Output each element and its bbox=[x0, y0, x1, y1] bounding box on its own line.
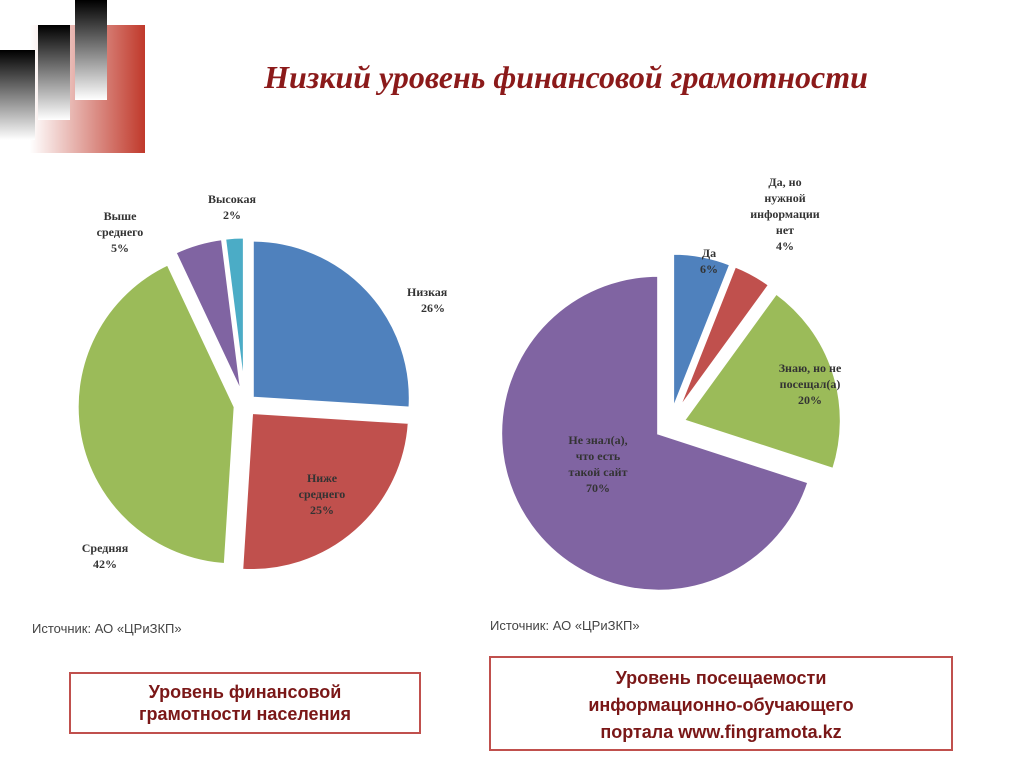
slice-label: Средняя bbox=[82, 541, 129, 555]
pie-slice bbox=[172, 236, 244, 397]
pie-slice bbox=[222, 235, 246, 396]
slice-value: 26% bbox=[421, 301, 445, 315]
slice-value: 20% bbox=[798, 393, 822, 407]
caption-box bbox=[69, 672, 421, 734]
slice-value: 25% bbox=[310, 503, 334, 517]
slice-label: Выше среднего bbox=[97, 209, 144, 239]
slide-title: Низкий уровень финансовой грамотности bbox=[263, 59, 868, 95]
slice-label: Не знал(а), что есть такой сайт bbox=[568, 433, 627, 479]
pie-slice bbox=[250, 238, 412, 410]
slice-label: Да, но нужной информации нет bbox=[750, 175, 820, 237]
pie-slice bbox=[671, 251, 733, 412]
pie-slice bbox=[680, 290, 843, 472]
pie-slice bbox=[675, 263, 772, 414]
slice-value: 42% bbox=[93, 557, 117, 571]
slice-value: 6% bbox=[700, 262, 718, 276]
slice-value: 5% bbox=[111, 241, 129, 255]
slice-label: Низкая bbox=[407, 285, 448, 299]
slice-value: 70% bbox=[586, 481, 610, 495]
caption-box bbox=[489, 656, 953, 751]
logo bbox=[0, 0, 145, 153]
caption: Уровень финансовой грамотности населения bbox=[139, 682, 351, 724]
pie-slice bbox=[499, 273, 811, 593]
slice-label: Высокая bbox=[208, 192, 256, 206]
slice-label: Ниже среднего bbox=[299, 471, 346, 501]
slice-label: Да bbox=[702, 246, 716, 260]
pie-slice bbox=[75, 261, 237, 567]
caption: Уровень посещаемости информационно-обучаю… bbox=[588, 668, 853, 742]
slice-value: 2% bbox=[223, 208, 241, 222]
slice-label: Знаю, но не посещал(а) bbox=[779, 361, 842, 391]
source-note: Источник: АО «ЦРиЗКП» bbox=[490, 618, 640, 633]
source-note: Источник: АО «ЦРиЗКП» bbox=[32, 621, 182, 636]
slice-value: 4% bbox=[776, 239, 794, 253]
pie-slice bbox=[240, 410, 411, 572]
